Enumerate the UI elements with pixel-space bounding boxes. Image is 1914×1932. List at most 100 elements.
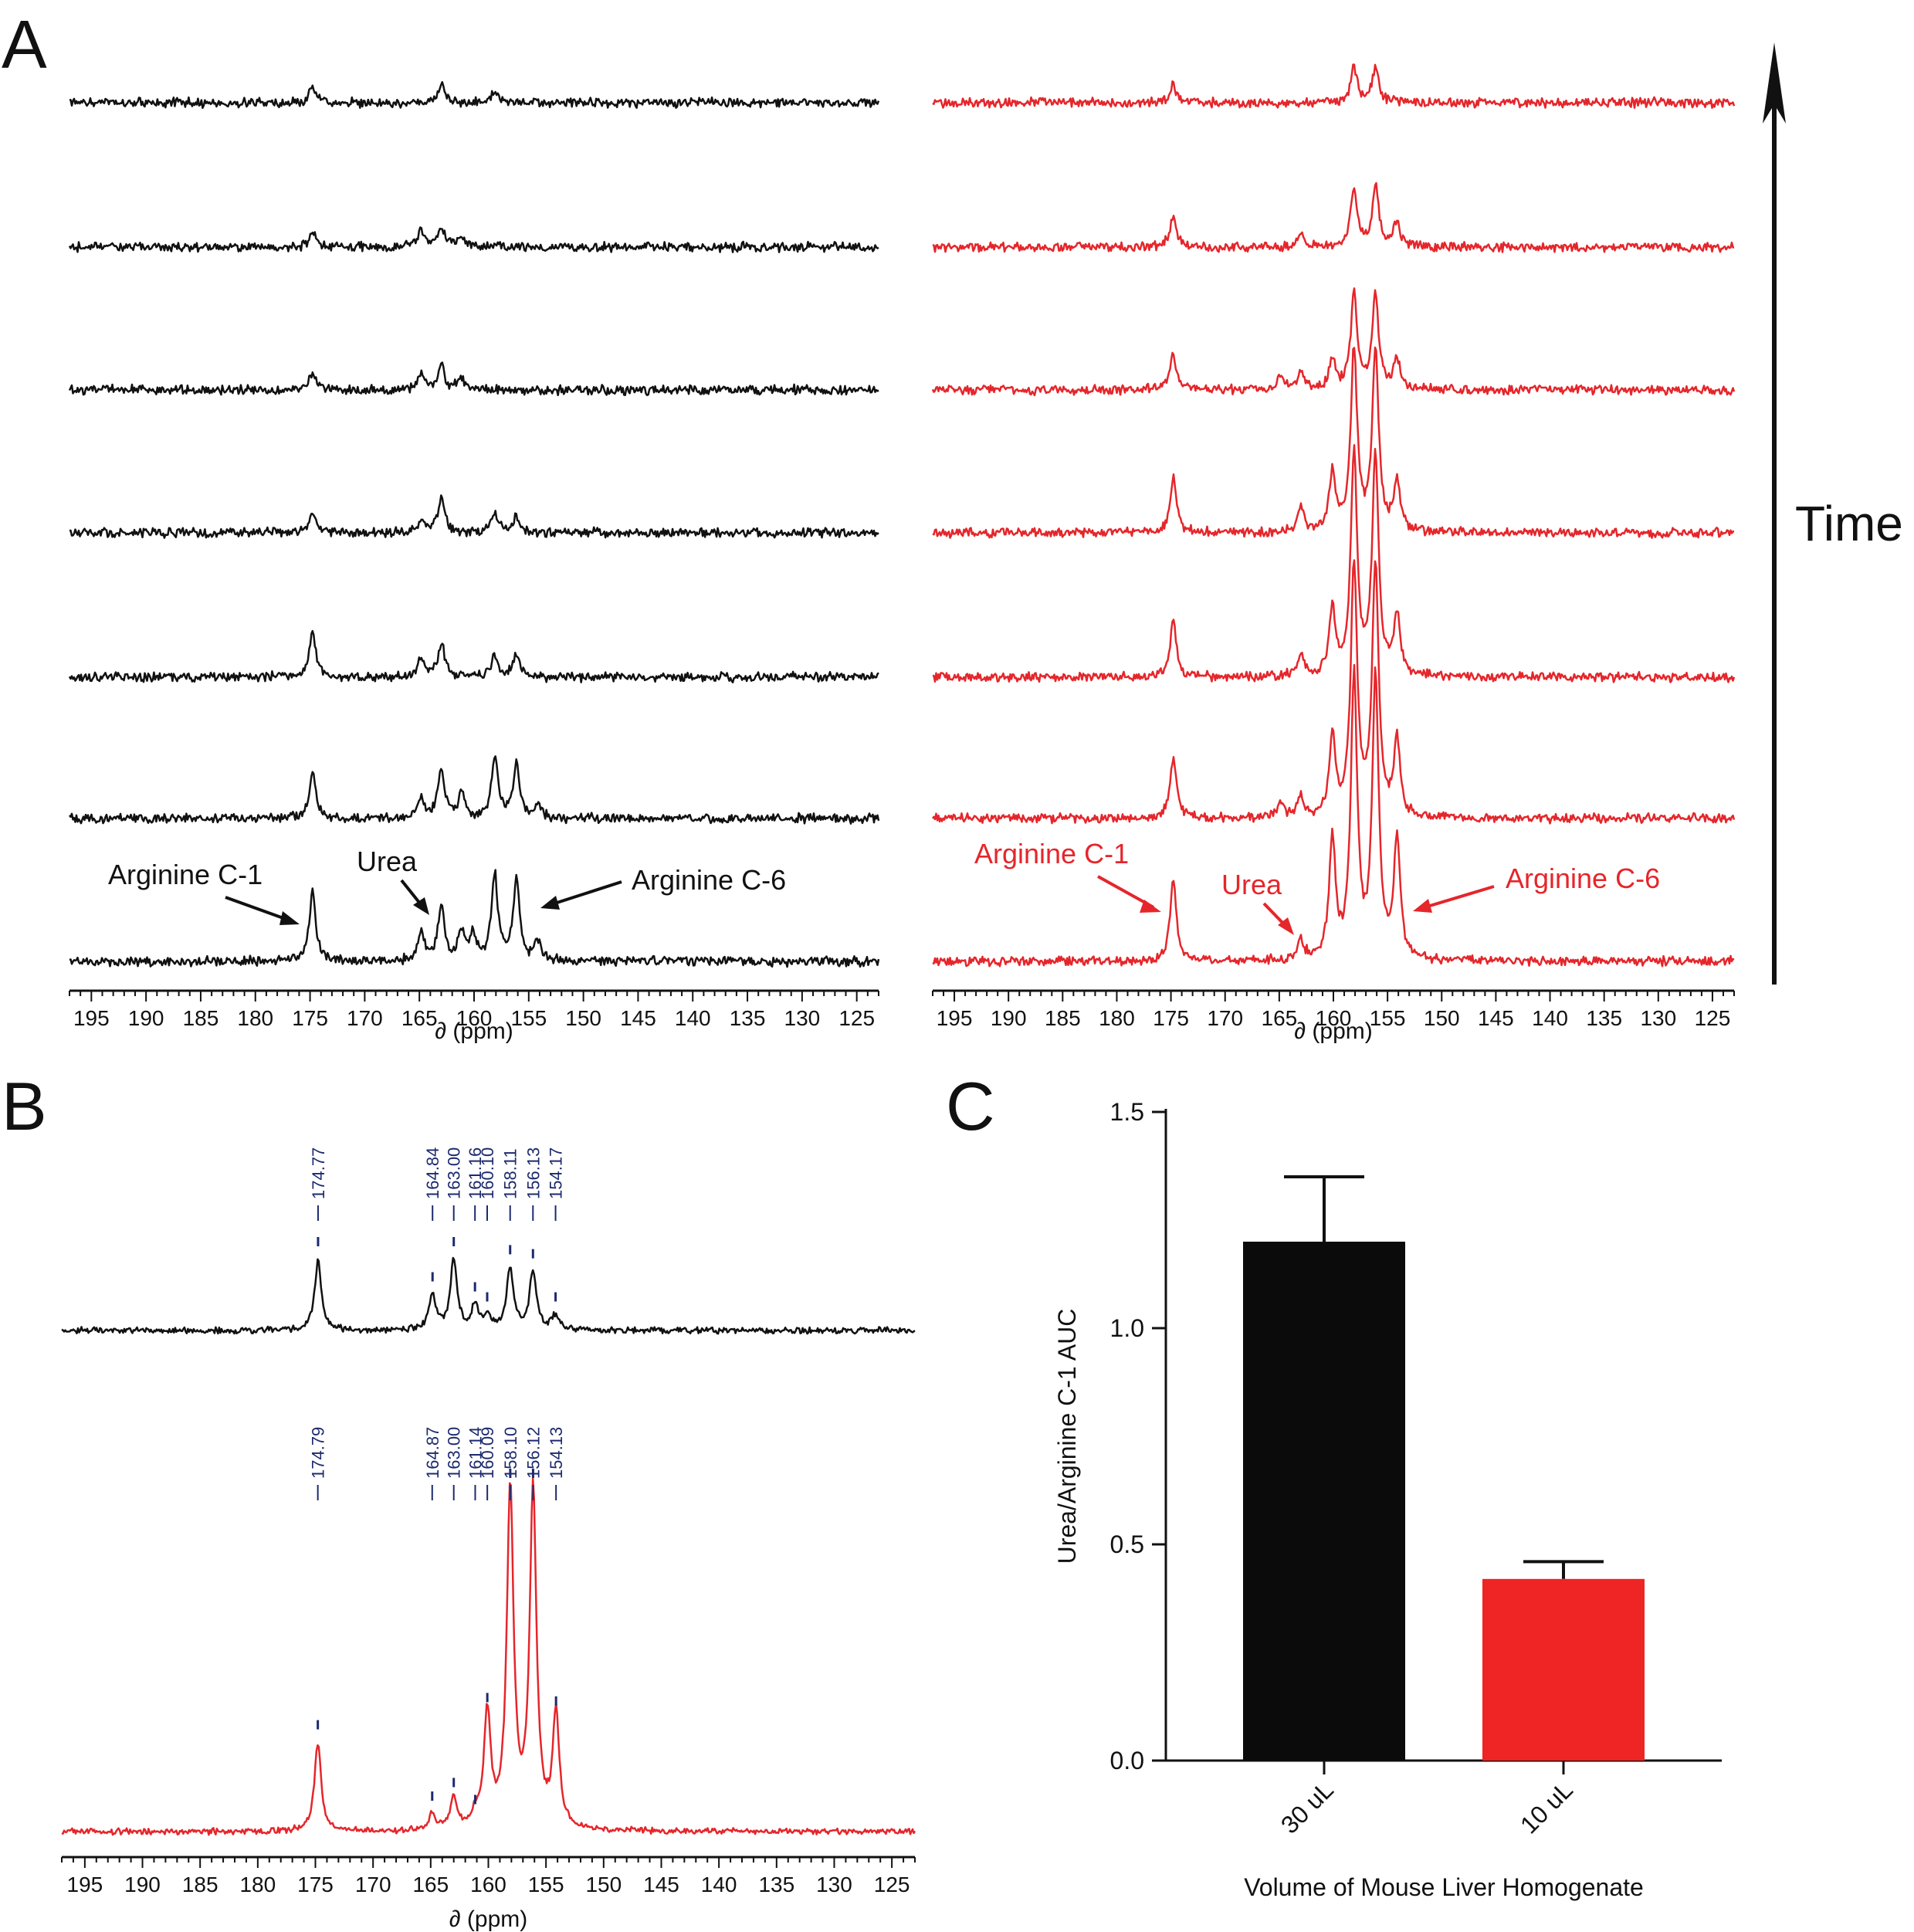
panel-b-x-tick-label: 195 xyxy=(67,1873,103,1896)
annotation-arginine-c6-black: Arginine C-6 xyxy=(632,864,786,896)
panel-b-x-tick-label: 165 xyxy=(412,1873,449,1896)
panel-a-right-x-tick-label: 160 xyxy=(1316,1006,1352,1030)
panel-a-right-x-axis-title: ∂ (ppm) xyxy=(1294,1019,1373,1044)
panel-c-y-tick-label: 1.5 xyxy=(1110,1098,1144,1126)
panel-a-left-x-tick-label: 195 xyxy=(73,1006,110,1030)
panel-a-right-spectrum-line xyxy=(932,63,1736,109)
panel-a-right-x-tick-label: 130 xyxy=(1640,1006,1676,1030)
panel-b-x-tick-label: 175 xyxy=(297,1873,334,1896)
panel-a-left-x-axis-title: ∂ (ppm) xyxy=(435,1019,513,1044)
panel-a-left-spectrum-line xyxy=(68,361,879,397)
panel-b-peak-label: 160.10 xyxy=(478,1147,497,1199)
panel-letter-b: B xyxy=(2,1068,47,1144)
panel-c-bar xyxy=(1243,1242,1405,1761)
panel-b-peak-label: 158.11 xyxy=(501,1148,520,1199)
panel-a-left-x-tick-label: 170 xyxy=(347,1006,383,1030)
panel-a-left-spectrum-line xyxy=(69,869,880,968)
panel-a-left-x-tick-label: 125 xyxy=(838,1006,875,1030)
panel-a-left-x-tick-label: 185 xyxy=(183,1006,219,1030)
panel-a-left-x-tick-label: 150 xyxy=(565,1006,601,1030)
panel-a-right-x-tick-label: 165 xyxy=(1262,1006,1298,1030)
panel-b-x-tick-label: 180 xyxy=(239,1873,276,1896)
panel-c-y-tick-label: 1.0 xyxy=(1110,1314,1144,1342)
panel-b-peak-label: 161.16 xyxy=(466,1147,485,1199)
panel-a-right-x-tick-label: 180 xyxy=(1099,1006,1135,1030)
panel-a-left-spectrum-line xyxy=(69,81,880,110)
panel-b-x-tick-label: 135 xyxy=(758,1873,794,1896)
panel-b-peak-label: 174.77 xyxy=(309,1147,328,1199)
panel-a-right-spectrum-line xyxy=(931,287,1736,397)
time-arrow-head xyxy=(1763,42,1786,124)
panel-a-right-x-tick-label: 170 xyxy=(1207,1006,1243,1030)
annotation-urea-black: Urea xyxy=(357,846,418,877)
panel-a-right-x-tick-label: 175 xyxy=(1153,1006,1189,1030)
panel-a-left-spectrum-line xyxy=(68,629,879,683)
panel-b-x-tick-label: 170 xyxy=(355,1873,391,1896)
panel-a-left-x-tick-label: 135 xyxy=(730,1006,766,1030)
time-arrow xyxy=(1763,42,1786,985)
panel-c-y-axis-title: Urea/Arginine C-1 AUC xyxy=(1053,1309,1081,1564)
panel-a-right-x-tick-label: 185 xyxy=(1045,1006,1081,1030)
panel-b-peak-label: 154.13 xyxy=(547,1427,566,1479)
panel-b-peak-label: 154.17 xyxy=(547,1147,566,1199)
panel-b-x-tick-label: 185 xyxy=(182,1873,219,1896)
panel-b-peak-label: 161.14 xyxy=(466,1427,485,1479)
annotation-arginine-c1-black: Arginine C-1 xyxy=(108,859,263,890)
panel-b-x-axis-title: ∂ (ppm) xyxy=(449,1907,528,1932)
panel-c-x-axis-title: Volume of Mouse Liver Homogenate xyxy=(1244,1873,1644,1901)
panel-a-right-spectra: 195 190 185 180 175 170 165 160 155 150 145 140 135 1… xyxy=(931,63,1736,1044)
annotation-arrows-red xyxy=(1097,875,1495,935)
annotation-arrows-black xyxy=(225,879,622,925)
panel-a-right-x-tick-label: 145 xyxy=(1478,1006,1514,1030)
panel-a-left-spectrum-line xyxy=(68,226,879,253)
panel-a-left-x-tick-label: 140 xyxy=(675,1006,711,1030)
panel-b-x-tick-label: 130 xyxy=(816,1873,852,1896)
panel-a-right-x-tick-label: 150 xyxy=(1424,1006,1460,1030)
panel-b-peak-label: 163.00 xyxy=(445,1427,464,1479)
panel-b-peak-label: 160.09 xyxy=(478,1427,497,1479)
panel-b-x-tick-label: 125 xyxy=(874,1873,910,1896)
panel-a-left-x-tick-label: 160 xyxy=(456,1006,493,1030)
panel-a-right-x-tick-label: 155 xyxy=(1370,1006,1406,1030)
panel-a-right-spectrum-line xyxy=(932,444,1736,683)
panel-b-x-tick-label: 155 xyxy=(528,1873,564,1896)
panel-b-x-tick-label: 140 xyxy=(701,1873,737,1896)
panel-b-spectrum-line xyxy=(61,1477,916,1836)
panel-c-x-tick-label: 10 uL xyxy=(1515,1775,1578,1839)
panel-a-left-x-tick-label: 180 xyxy=(237,1006,273,1030)
panel-letter-a: A xyxy=(2,6,47,83)
panel-a-right-x-tick-label: 140 xyxy=(1532,1006,1568,1030)
panel-a-left-x-tick-label: 190 xyxy=(128,1006,164,1030)
panel-a-left-x-tick-label: 145 xyxy=(620,1006,656,1030)
panel-b-x-tick-label: 190 xyxy=(124,1873,161,1896)
panel-c-bar-chart: 0.0 0.5 1.0 1.5 Urea/Arginine C-1 AUC Volume … xyxy=(1053,1098,1722,1901)
panel-b-x-tick-label: 150 xyxy=(585,1873,622,1896)
panel-a-right-spectrum-line xyxy=(932,346,1734,539)
panel-a-left-x-tick-label: 130 xyxy=(784,1006,821,1030)
panel-c-y-tick-label: 0.0 xyxy=(1110,1747,1144,1774)
panel-a-left-x-tick-label: 175 xyxy=(292,1006,328,1030)
panel-a-right-x-tick-label: 125 xyxy=(1695,1006,1731,1030)
annotation-urea-red: Urea xyxy=(1221,869,1282,900)
panel-b-x-tick-label: 160 xyxy=(470,1873,506,1896)
panel-c-bar xyxy=(1482,1578,1645,1761)
panel-a-left-spectrum-line xyxy=(69,755,880,825)
annotation-arginine-c6-red: Arginine C-6 xyxy=(1506,863,1660,894)
panel-b-peak-label: 156.13 xyxy=(523,1147,543,1199)
panel-a-right-spectrum-line xyxy=(932,663,1735,968)
time-label: Time xyxy=(1795,496,1903,551)
panel-a-right-x-tick-label: 195 xyxy=(937,1006,973,1030)
panel-a-left-x-tick-label: 155 xyxy=(510,1006,547,1030)
panel-b-spectrum-line xyxy=(61,1256,916,1335)
panel-a-left-x-tick-label: 165 xyxy=(401,1006,438,1030)
panel-b-x-tick-label: 145 xyxy=(643,1873,679,1896)
panel-a-right-x-tick-label: 135 xyxy=(1586,1006,1622,1030)
annotation-arginine-c1-red: Arginine C-1 xyxy=(974,838,1129,869)
panel-b-peak-label: 164.84 xyxy=(423,1147,442,1199)
panel-c-x-tick-label: 30 uL xyxy=(1275,1775,1339,1839)
panel-a-left-spectra: 195 190 185 180 175 170 165 160 155 150 145 140 135 1… xyxy=(68,81,880,1044)
panel-b-peak-label: 163.00 xyxy=(445,1147,464,1199)
panel-a-right-spectrum-line xyxy=(932,181,1735,253)
